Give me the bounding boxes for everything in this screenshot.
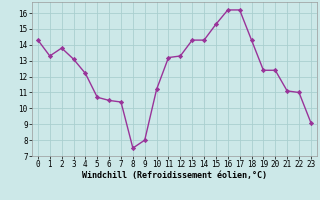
X-axis label: Windchill (Refroidissement éolien,°C): Windchill (Refroidissement éolien,°C) bbox=[82, 171, 267, 180]
